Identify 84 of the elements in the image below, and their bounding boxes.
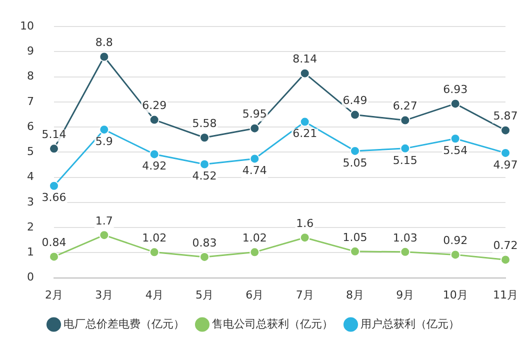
point (400, 246, 410, 257)
data-label: 4.74 (242, 164, 267, 178)
data-label: 0.92 (443, 234, 468, 248)
point (400, 143, 410, 154)
legend-label: 电厂总价差电费（亿元） (63, 317, 184, 330)
point (250, 154, 260, 164)
data-label: 8.8 (95, 36, 113, 50)
x-tick-label: 6月 (246, 288, 264, 302)
point (350, 146, 360, 156)
x-tick-label: 8月 (346, 288, 364, 302)
y-tick-label: 8 (26, 70, 34, 83)
point (500, 254, 510, 265)
data-label: 5.14 (42, 128, 66, 142)
x-tick-label: 9月 (396, 288, 414, 302)
data-label: 1.6 (296, 216, 314, 230)
y-tick-label: 5 (26, 145, 34, 158)
point (48, 144, 59, 154)
y-tick-label: 10 (20, 19, 34, 32)
point (200, 252, 210, 262)
point (200, 132, 210, 143)
data-label: 5.58 (192, 116, 217, 130)
y-tick-label: 2 (26, 220, 34, 234)
data-label: 4.97 (493, 158, 518, 172)
data-label: 5.95 (242, 108, 267, 121)
data-label: 5.54 (443, 144, 468, 157)
y-tick-label: 9 (26, 44, 34, 58)
data-label: 6.21 (292, 127, 318, 140)
point (48, 252, 59, 262)
data-label: 1.7 (95, 214, 113, 228)
data-label: 1.02 (242, 232, 267, 245)
point (500, 148, 510, 158)
point (500, 125, 510, 136)
data-label: 5.15 (392, 154, 418, 167)
point (149, 149, 160, 160)
y-tick-label: 3 (26, 195, 34, 208)
data-label: 6.27 (392, 100, 418, 113)
y-tick-label: 7 (26, 94, 34, 108)
x-tick-label: 4月 (145, 288, 164, 302)
data-label: 0.84 (42, 236, 66, 250)
data-label: 4.92 (142, 160, 167, 173)
point (99, 52, 110, 62)
point (300, 116, 310, 127)
y-tick-label: 4 (26, 170, 34, 184)
point (99, 124, 110, 135)
y-tick-label: 0 (26, 270, 34, 284)
point (48, 180, 59, 191)
data-label: 6.93 (443, 83, 468, 96)
x-tick-label: 11月 (493, 288, 518, 302)
data-label: 8.14 (292, 52, 318, 66)
data-label: 0.83 (192, 236, 217, 250)
data-label: 6.29 (142, 99, 167, 112)
data-label: 5.9 (95, 134, 113, 148)
x-tick-label: 10月 (442, 288, 468, 302)
point (250, 247, 260, 258)
data-label: 1.05 (342, 230, 368, 244)
point (450, 250, 460, 260)
data-label: 5.05 (342, 156, 368, 170)
x-tick-label: 3月 (95, 288, 114, 302)
point (250, 123, 260, 134)
x-tick-label: 7月 (296, 288, 314, 302)
data-label: 6.49 (342, 94, 368, 108)
x-tick-label: 2月 (44, 288, 63, 302)
point (350, 246, 360, 256)
point (149, 247, 160, 258)
point (149, 114, 160, 125)
point (400, 115, 410, 126)
point (450, 134, 460, 144)
data-label: 3.66 (42, 191, 66, 204)
data-label: 1.03 (392, 231, 418, 244)
point (99, 230, 110, 240)
point (200, 159, 210, 170)
legend-label: 用户总获利（亿元） (360, 317, 460, 330)
data-label: 1.02 (142, 232, 167, 245)
data-label: 4.52 (192, 170, 217, 183)
y-tick-label: 1 (26, 246, 34, 259)
point (450, 98, 460, 109)
x-tick-label: 5月 (196, 288, 214, 302)
data-label: 0.72 (493, 239, 518, 252)
point (300, 68, 310, 78)
data-label: 5.87 (493, 110, 518, 123)
y-tick-label: 6 (26, 120, 34, 133)
point (350, 110, 360, 120)
legend-label: 售电公司总获利（亿元） (212, 317, 333, 330)
point (300, 232, 310, 243)
